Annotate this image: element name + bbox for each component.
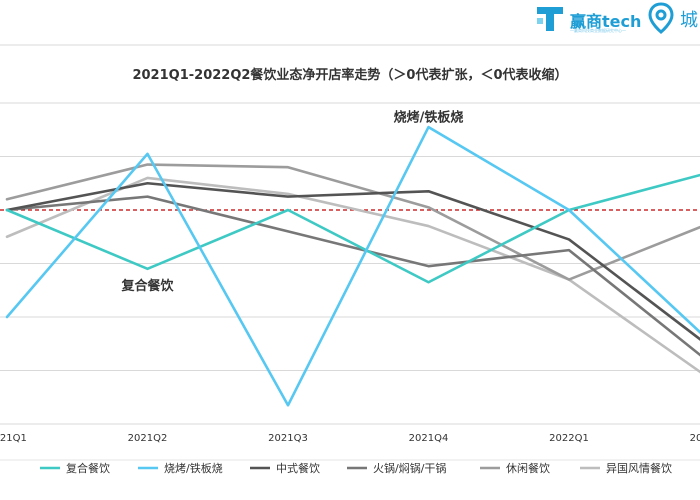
x-tick-label: 2021Q1 — [0, 433, 27, 444]
annotation-label: 烧烤/铁板烧 — [394, 109, 464, 125]
series-group — [5, 125, 700, 407]
location-pin-icon — [648, 2, 674, 34]
legend-label: 中式餐饮 — [276, 461, 320, 475]
legend-label: 异国风情餐饮 — [606, 461, 672, 475]
x-tick-label: 2022Q1 — [549, 433, 589, 444]
legend: 复合餐饮 烧烤/铁板烧 中式餐饮 火锅/焖锅/干锅 休闲餐饮 异国风情餐饮 — [40, 461, 672, 475]
brand-logo-text: 赢商tech — [570, 12, 642, 31]
gridlines — [0, 102, 700, 425]
brand-logo-area: 赢商tech 一赢商科技商业数据研究中心一 城 — [530, 0, 700, 40]
series-line-5 — [5, 163, 700, 281]
x-tick-label: 2021Q2 — [128, 433, 168, 444]
annotation-label: 复合餐饮 — [120, 278, 174, 294]
series-line-4 — [5, 195, 700, 357]
chart-title: 2021Q1-2022Q2餐饮业态净开店率走势（＞0代表扩张，＜0代表收缩） — [132, 67, 567, 83]
series-line-3 — [5, 181, 700, 341]
legend-label: 火锅/焖锅/干锅 — [373, 461, 446, 475]
legend-label: 复合餐饮 — [66, 461, 110, 475]
brand-logo-icon — [537, 7, 563, 31]
x-tick-label: 2021Q4 — [409, 433, 449, 444]
legend-label: 烧烤/铁板烧 — [164, 461, 223, 475]
x-tick-label: 2022Q2 — [690, 433, 700, 444]
brand-logo-subtitle: 一赢商科技商业数据研究中心一 — [570, 28, 626, 33]
x-axis-labels: 2021Q1 2021Q2 2021Q3 2021Q4 2022Q1 2022Q2 — [0, 433, 700, 444]
legend-label: 休闲餐饮 — [506, 461, 550, 475]
x-tick-label: 2021Q3 — [268, 433, 308, 444]
series-line-2 — [5, 125, 700, 407]
series-line-1 — [5, 173, 700, 284]
brand-partial-text: 城 — [680, 10, 698, 31]
